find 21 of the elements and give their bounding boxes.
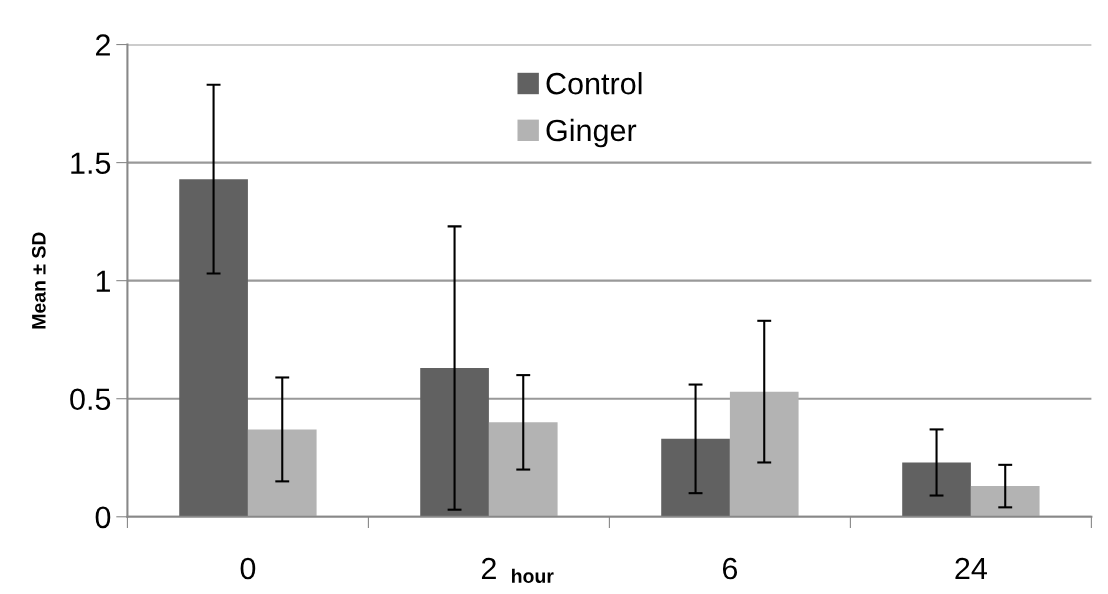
bar — [179, 179, 248, 517]
y-tick-label: 1 — [96, 270, 110, 292]
y-axis-title: Mean ± SD — [31, 232, 46, 329]
bar — [729, 391, 799, 517]
y-tick-label: 0 — [95, 506, 111, 529]
x-tick-label: 6 — [722, 557, 738, 580]
bar — [902, 462, 971, 517]
bar — [488, 422, 558, 517]
bar — [420, 368, 489, 517]
bar — [970, 486, 1040, 517]
legend-label: Ginger — [546, 118, 637, 148]
y-tick-label: 0.5 — [70, 388, 111, 411]
legend-label: Control — [546, 72, 642, 95]
bar — [661, 438, 730, 517]
bar — [247, 429, 317, 517]
x-tick-label: 2 — [481, 557, 496, 580]
x-tick-label: 24 — [955, 557, 987, 580]
x-axis-title: hour — [512, 568, 554, 584]
x-tick-label: 0 — [240, 557, 256, 580]
y-tick-label: 1.5 — [71, 152, 111, 174]
y-tick-label: 2 — [95, 34, 110, 56]
